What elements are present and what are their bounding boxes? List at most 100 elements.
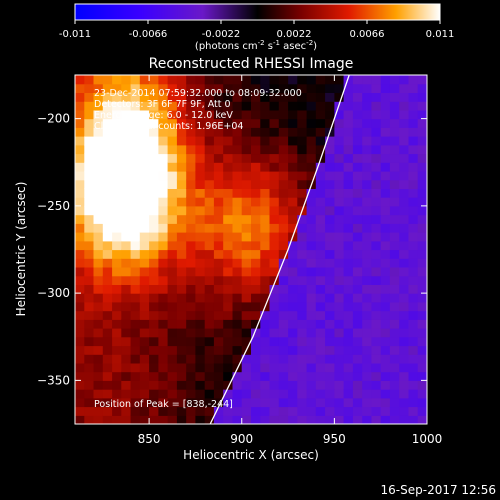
heatmap-cell (176, 118, 187, 128)
heatmap-cell (93, 179, 104, 189)
heatmap-cell (149, 162, 159, 172)
heatmap-cell (278, 101, 289, 111)
heatmap-cell (334, 267, 345, 277)
heatmap-cell (93, 319, 104, 329)
heatmap-cell (260, 171, 271, 181)
heatmap-cell (176, 223, 187, 233)
heatmap-cell (84, 205, 95, 216)
heatmap-cell (269, 258, 280, 268)
heatmap-cell (130, 310, 141, 320)
heatmap-cell (417, 328, 427, 338)
heatmap-cell (139, 328, 150, 338)
heatmap-cell (399, 101, 410, 111)
heatmap-cell (297, 127, 308, 137)
heatmap-cell (213, 223, 224, 233)
heatmap-cell (204, 301, 215, 312)
heatmap-cell (149, 83, 159, 93)
heatmap-cell (149, 275, 159, 285)
heatmap-cell (102, 267, 113, 277)
heatmap-cell (269, 205, 280, 216)
heatmap-cell (158, 75, 169, 85)
heatmap-cell (167, 83, 178, 93)
heatmap-cell (399, 136, 410, 146)
heatmap-cell (380, 232, 391, 242)
heatmap-cell (149, 144, 159, 155)
heatmap-cell (149, 232, 159, 242)
heatmap-cell (195, 92, 206, 102)
heatmap-cell (130, 92, 141, 102)
heatmap-cell (232, 162, 243, 172)
heatmap-cell (84, 249, 95, 259)
heatmap-cell (112, 354, 122, 364)
heatmap-cell (352, 127, 363, 137)
heatmap-cell (352, 197, 363, 207)
heatmap-cell (389, 118, 400, 128)
heatmap-cell (167, 214, 178, 224)
heatmap-cell (93, 92, 104, 102)
heatmap-cell (93, 284, 104, 294)
heatmap-cell (399, 188, 410, 198)
heatmap-cell (232, 249, 243, 259)
heatmap-cell (371, 188, 382, 198)
heatmap-cell (362, 362, 373, 373)
heatmap-cell (186, 415, 197, 424)
heatmap-cell (102, 310, 113, 320)
heatmap-cell (130, 109, 141, 120)
heatmap-cell (389, 397, 400, 408)
heatmap-cell (84, 118, 95, 128)
heatmap-cell (278, 397, 289, 408)
heatmap-cell (75, 249, 85, 259)
heatmap-cell (158, 214, 169, 224)
heatmap-cell (380, 75, 391, 85)
heatmap-cell (232, 354, 243, 364)
heatmap-cell (325, 284, 335, 294)
heatmap-cell (167, 205, 178, 216)
heatmap-cell (288, 371, 298, 381)
heatmap-cell (269, 310, 280, 320)
heatmap-cell (362, 92, 373, 102)
heatmap-cell (176, 153, 187, 163)
heatmap-cell (306, 397, 317, 408)
heatmap-cell (223, 92, 234, 102)
heatmap-cell (417, 136, 427, 146)
heatmap-cell (362, 153, 373, 163)
heatmap-cell (232, 205, 243, 216)
heatmap-cell (241, 336, 252, 347)
heatmap-cell (213, 389, 224, 399)
heatmap-cell (186, 144, 197, 155)
heatmap-cell (186, 162, 197, 172)
heatmap-cell (408, 249, 419, 259)
heatmap-cell (288, 293, 298, 303)
heatmap-cell (93, 258, 104, 268)
heatmap-cell (315, 415, 326, 424)
heatmap-cell (158, 406, 169, 416)
heatmap-cell (260, 109, 271, 120)
heatmap-cell (93, 127, 104, 137)
heatmap-cell (315, 275, 326, 285)
heatmap-cell (399, 275, 410, 285)
heatmap-cell (186, 118, 197, 128)
heatmap-cell (139, 415, 150, 424)
heatmap-cell (343, 101, 354, 111)
heatmap-cell (288, 328, 298, 338)
heatmap-cell (315, 284, 326, 294)
heatmap-cell (399, 240, 410, 251)
heatmap-cell (260, 397, 271, 408)
heatmap-cell (371, 345, 382, 355)
heatmap-cell (325, 258, 335, 268)
heatmap-cell (204, 293, 215, 303)
heatmap-cell (75, 101, 85, 111)
heatmap-cell (102, 371, 113, 381)
heatmap-cell (417, 319, 427, 329)
heatmap-cell (251, 328, 261, 338)
heatmap-cell (112, 214, 122, 224)
heatmap-cell (102, 389, 113, 399)
heatmap-cell (306, 284, 317, 294)
heatmap-cell (371, 162, 382, 172)
heatmap-cell (75, 380, 85, 390)
heatmap-cell (417, 336, 427, 347)
annotation-energy-range: Energy Range: 6.0 - 12.0 keV (94, 110, 233, 121)
heatmap-cell (288, 267, 298, 277)
heatmap-cell (334, 345, 345, 355)
heatmap-cell (362, 205, 373, 216)
